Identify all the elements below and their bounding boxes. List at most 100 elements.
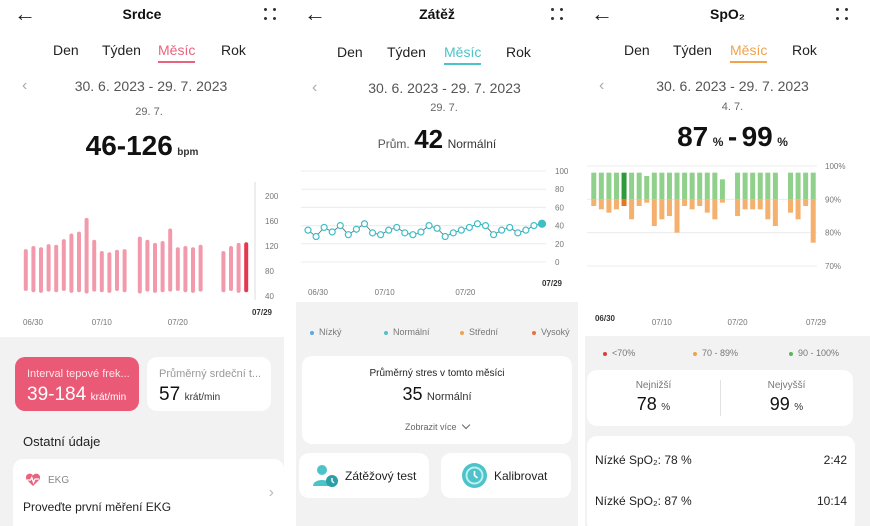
- data-point: [368, 229, 377, 237]
- x-tick-label: 07/20: [168, 318, 189, 327]
- bar-low: [712, 199, 718, 220]
- heart-panel: ← Srdce Den Týden Měsíc Rok ‹ 30. 6. 202…: [0, 0, 284, 526]
- tab-day[interactable]: Den: [624, 42, 650, 58]
- x-tick-label: 07/20: [455, 288, 476, 297]
- stress-test-button[interactable]: Zátěžový test: [299, 453, 429, 498]
- bar-normal: [689, 172, 695, 200]
- show-more-link[interactable]: Zobrazit více: [302, 420, 572, 432]
- more-icon[interactable]: [836, 8, 850, 22]
- monthly-stress-status: Normální: [426, 391, 472, 403]
- tab-week[interactable]: Týden: [387, 44, 426, 60]
- bar-low: [788, 199, 794, 213]
- tab-year[interactable]: Rok: [792, 42, 817, 58]
- stress-chart[interactable]: 100 80 60 40 20 0 06/30 07/10 07/20 07/29: [296, 162, 578, 302]
- data-point: [514, 229, 522, 237]
- data-point: [481, 221, 490, 230]
- bar-low: [750, 199, 756, 210]
- tab-week[interactable]: Týden: [102, 42, 141, 58]
- card-hr-average-value: 57 krát/min: [159, 384, 220, 406]
- lowest-value: 78: [636, 394, 657, 414]
- card-hr-interval[interactable]: Interval tepové frek... 39-184 krát/min: [15, 357, 139, 411]
- list-item-label[interactable]: Nízké SpO₂: 78 %: [595, 453, 692, 467]
- lowest-unit: %: [661, 402, 671, 413]
- bar-normal: [803, 172, 809, 200]
- tab-day[interactable]: Den: [53, 42, 79, 58]
- tab-year[interactable]: Rok: [221, 42, 246, 58]
- heart-rate-range: 46-126: [85, 130, 173, 161]
- bar: [168, 228, 173, 292]
- data-point: [385, 226, 393, 234]
- bar: [31, 246, 36, 293]
- back-arrow-icon[interactable]: ←: [14, 1, 36, 26]
- monthly-stress-value: 35: [402, 384, 423, 404]
- y-tick-label: 40: [265, 292, 274, 301]
- calibrate-button[interactable]: Kalibrovat: [441, 453, 571, 498]
- back-arrow-icon[interactable]: ←: [304, 1, 326, 26]
- data-point: [304, 226, 312, 234]
- bar-low: [659, 199, 665, 220]
- data-point: [328, 228, 336, 236]
- chevron-left-icon[interactable]: ‹: [22, 77, 28, 94]
- card-hr-average-label: Průměrný srdeční t...: [159, 368, 262, 380]
- legend-dot: [693, 351, 697, 356]
- period-tabs: Den Týden Měsíc Rok: [585, 42, 870, 68]
- y-tick-label: 120: [265, 242, 279, 251]
- chevron-left-icon[interactable]: ‹: [312, 79, 318, 96]
- monthly-stress-title: Průměrný stres v tomto měsíci: [369, 368, 505, 379]
- bar-low: [772, 199, 778, 226]
- list-item-time: 10:14: [816, 494, 847, 508]
- more-icon[interactable]: [264, 8, 278, 22]
- date-range: 30. 6. 2023 - 29. 7. 2023: [74, 78, 228, 94]
- stress-panel: ← Zátěž Den Týden Měsíc Rok ‹ 30. 6. 202…: [296, 0, 578, 526]
- tab-month[interactable]: Měsíc: [730, 42, 768, 63]
- tab-month[interactable]: Měsíc: [444, 44, 482, 65]
- list-item-label[interactable]: Nízké SpO₂: 87 %: [595, 494, 692, 508]
- bar: [77, 231, 81, 293]
- date-range: 30. 6. 2023 - 29. 7. 2023: [368, 80, 521, 96]
- date-range-row: ‹ 30. 6. 2023 - 29. 7. 2023: [585, 77, 870, 96]
- legend-dot: [310, 330, 314, 335]
- heart-rate-chart[interactable]: 200 160 120 80 40 06/30 07/10 07/20 07/29: [0, 178, 284, 332]
- card-hr-average[interactable]: Průměrný srdeční t... 57 krát/min: [147, 357, 271, 411]
- legend-dot: [460, 330, 464, 335]
- data-point: [352, 225, 361, 233]
- other-data-heading: Ostatní údaje: [23, 434, 101, 449]
- bar-normal: [674, 172, 680, 200]
- tab-month[interactable]: Měsíc: [158, 42, 196, 63]
- x-tick-label: 07/29: [806, 318, 827, 327]
- bar: [198, 244, 203, 292]
- chevron-right-icon: ›: [268, 484, 274, 501]
- spo2-dash: -: [727, 121, 738, 152]
- low-spo2-list: Nízké SpO₂: 78 % 2:42 Nízké SpO₂: 87 % 1…: [587, 436, 855, 526]
- more-icon[interactable]: [551, 8, 565, 22]
- legend-low-label: Nízký: [319, 327, 342, 337]
- tab-week[interactable]: Týden: [673, 42, 712, 58]
- tab-day[interactable]: Den: [337, 44, 363, 60]
- divider: [720, 380, 721, 416]
- spo2-low-value: 87: [677, 121, 709, 152]
- spo2-chart[interactable]: 100% 90% 80% 70% 06/30 07/10 07/20 07/29: [585, 158, 870, 336]
- ekg-card[interactable]: EKG Proveďte první měření EKG ›: [13, 459, 284, 526]
- y-tick-label: 90%: [825, 195, 841, 204]
- bar: [84, 217, 89, 294]
- tab-year[interactable]: Rok: [506, 44, 531, 60]
- bar-normal: [757, 172, 763, 200]
- bar: [229, 246, 233, 291]
- highest-value: 99: [769, 394, 790, 414]
- back-arrow-icon[interactable]: ←: [591, 1, 613, 26]
- spo2-bottom-area: <70% 70 - 89% 90 - 100% Nejnižší 78 % Ne…: [585, 336, 870, 526]
- data-point: [393, 223, 401, 232]
- bar-low: [644, 199, 650, 203]
- data-point: [336, 221, 344, 230]
- stress-average: Prům. 42 Normální: [296, 124, 578, 155]
- bar: [99, 251, 104, 293]
- chevron-left-icon[interactable]: ‹: [599, 77, 605, 94]
- legend-dot: [603, 351, 607, 356]
- monthly-stress-card: Průměrný stres v tomto měsíci 35 Normáln…: [302, 356, 572, 444]
- bar-low: [757, 199, 763, 210]
- y-tick-label: 40: [555, 222, 564, 231]
- legend-medium: Střední: [460, 327, 498, 337]
- stress-average-status: Normální: [447, 137, 497, 151]
- stress-average-prefix: Prům.: [377, 137, 410, 151]
- data-point: [360, 220, 369, 228]
